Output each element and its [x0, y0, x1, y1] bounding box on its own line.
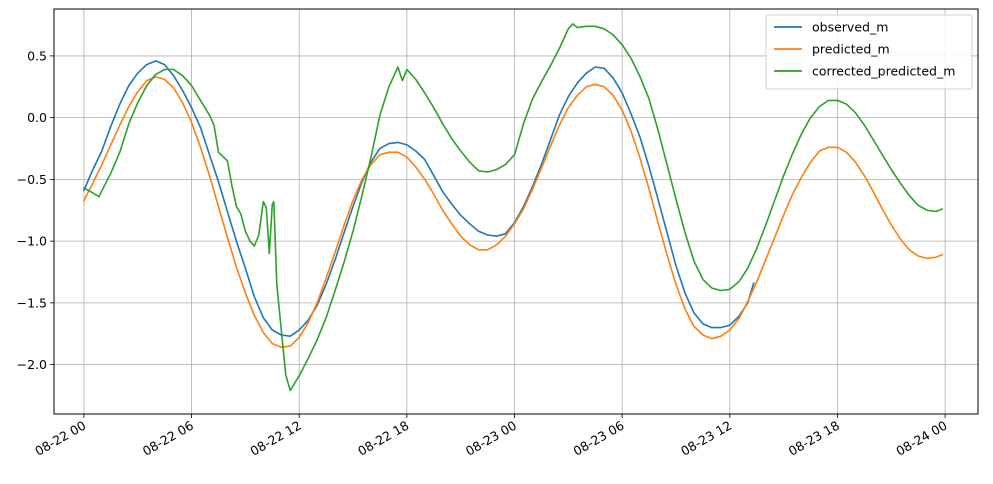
x-tick-label: 08-22 06 [140, 418, 196, 459]
legend: observed_m predicted_m corrected_predicted… [765, 14, 973, 90]
legend-label: predicted_m [812, 42, 890, 57]
x-tick-label: 08-23 00 [463, 418, 519, 459]
x-tick-label: 08-24 00 [893, 418, 949, 459]
series-line-observed_m [82, 60, 755, 337]
legend-label: observed_m [812, 20, 888, 35]
plot-frame [53, 8, 979, 415]
ticks-layer: 08-22 00 08-22 06 08-22 12 08-22 18 08-23 00… [17, 48, 950, 458]
series-line-corrected_predicted_m [82, 23, 944, 392]
legend-label: corrected_predicted_m [812, 64, 955, 79]
x-tick-label: 08-23 18 [786, 418, 842, 459]
x-tick-label: 08-23 12 [678, 418, 734, 459]
series-layer [82, 23, 944, 392]
y-tick-label: −1.0 [17, 234, 47, 249]
x-tick-label: 08-22 18 [355, 418, 411, 459]
y-tick-label: −1.5 [17, 295, 47, 310]
y-tick-label: −0.5 [17, 172, 47, 187]
y-tick-label: 0.0 [27, 110, 47, 125]
series-line-predicted_m [82, 76, 944, 349]
y-tick-label: −2.0 [17, 357, 47, 372]
x-tick-label: 08-23 06 [570, 418, 626, 459]
legend-box [765, 14, 973, 90]
x-tick-label: 08-22 12 [248, 418, 304, 459]
y-tick-label: 0.5 [27, 48, 47, 63]
x-tick-label: 08-22 00 [32, 418, 88, 459]
